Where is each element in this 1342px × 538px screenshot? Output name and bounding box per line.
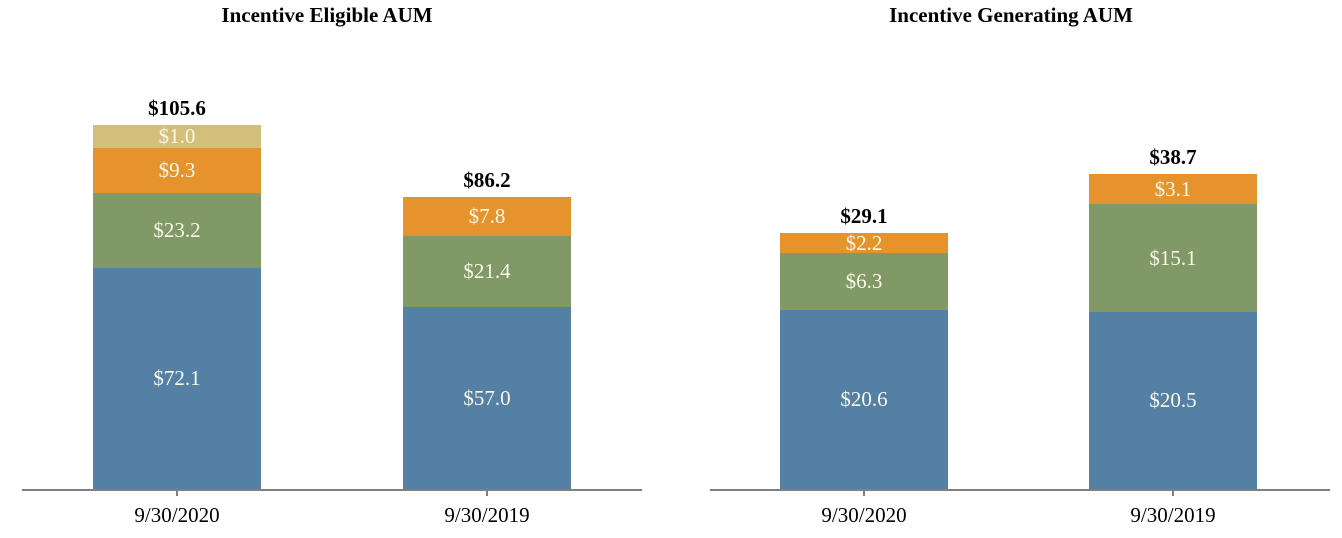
bar-segment: $2.2 — [780, 230, 948, 255]
bar-segment: $72.1 — [93, 268, 261, 489]
bar-segment-value-label: $57.0 — [463, 385, 511, 410]
bar-segment-value-label: $21.4 — [463, 259, 511, 283]
bar-segment: $6.3 — [780, 253, 948, 310]
bar-segment: $23.2 — [93, 193, 261, 268]
bar-segment: $57.0 — [403, 307, 571, 489]
bar-segment: $1.0 — [93, 125, 261, 148]
bar-total-label: $86.2 — [463, 168, 511, 192]
bar-segment: $21.4 — [403, 236, 571, 307]
chart-title-incentive-eligible-aum: Incentive Eligible AUM — [221, 3, 433, 27]
x-axis-category-label: 9/30/2020 — [821, 503, 907, 527]
bar-segment-value-label: $1.0 — [158, 124, 196, 148]
x-axis — [710, 489, 1330, 491]
x-axis-category-label: 9/30/2019 — [444, 503, 530, 527]
axis-tick — [486, 491, 488, 496]
bar-segment-value-label: $23.2 — [153, 218, 201, 242]
bar-segment-value-label: $72.1 — [153, 366, 201, 390]
bar-segment: $15.1 — [1089, 204, 1257, 312]
chart-title-incentive-generating-aum: Incentive Generating AUM — [889, 3, 1133, 27]
bar-total-label: $38.7 — [1149, 145, 1197, 169]
x-axis-category-label: 9/30/2019 — [1130, 503, 1216, 527]
bar-segment-value-label: $3.1 — [1154, 176, 1192, 201]
bar-segment: $9.3 — [93, 148, 261, 193]
axis-tick — [1172, 491, 1174, 496]
bar-segment-value-label: $9.3 — [158, 158, 196, 182]
bar-segment-value-label: $6.3 — [845, 269, 883, 293]
bar-segment-value-label: $7.8 — [468, 204, 506, 228]
bar-segment: $3.1 — [1089, 174, 1257, 204]
bar-total-label: $105.6 — [148, 96, 206, 120]
bar-segment: $7.8 — [403, 197, 571, 236]
x-axis-category-label: 9/30/2020 — [134, 503, 220, 527]
axis-tick — [176, 491, 178, 496]
bar-total-label: $29.1 — [840, 204, 888, 228]
axis-tick — [863, 491, 865, 496]
bar-segment-value-label: $20.5 — [1149, 388, 1197, 412]
bar-segment: $20.5 — [1089, 312, 1257, 489]
bar-segment-value-label: $2.2 — [845, 230, 883, 255]
bar-segment-value-label: $15.1 — [1149, 245, 1197, 270]
bar-segment: $20.6 — [780, 310, 948, 489]
x-axis — [22, 489, 642, 491]
bar-segment-value-label: $20.6 — [840, 387, 888, 411]
